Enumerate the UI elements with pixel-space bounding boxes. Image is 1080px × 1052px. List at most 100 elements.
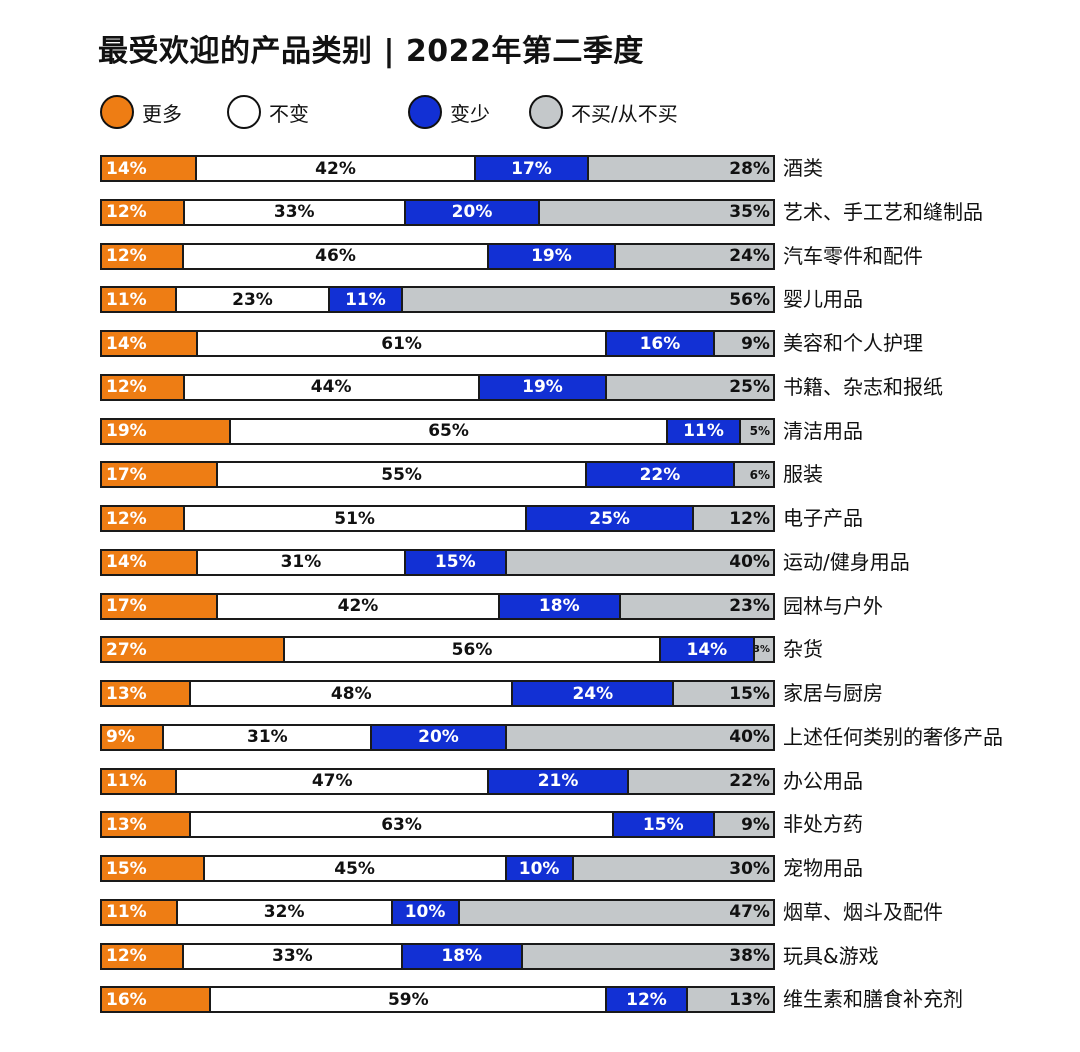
bar-segment-same: 65%: [229, 419, 666, 443]
stacked-bar: 11% 32% 10% 47%: [100, 898, 775, 926]
bar-segment-less: 15%: [403, 550, 505, 574]
bar-segment-none: 3%: [752, 638, 773, 662]
bar-segment-more: 12%: [102, 375, 183, 399]
legend-label: 不变: [269, 101, 309, 126]
bar-segment-none: 47%: [457, 900, 773, 924]
bar-segment-less: 19%: [487, 244, 614, 268]
chart-row: 12% 33% 20% 35% 艺术、手工艺和缝制品: [100, 198, 1060, 226]
bar-segment-less: 22%: [585, 463, 733, 487]
stacked-bar: 13% 48% 24% 15%: [100, 680, 775, 707]
chart-row: 11% 32% 10% 47% 烟草、烟斗及配件: [100, 898, 1060, 926]
bar-segment-same: 59%: [209, 988, 606, 1012]
category-label: 汽车零件和配件: [783, 243, 923, 268]
bar-segment-less: 11%: [665, 419, 740, 443]
bar-segment-none: 9%: [712, 332, 773, 355]
bar-segment-same: 51%: [182, 507, 525, 530]
stacked-bar: 14% 61% 16% 9%: [100, 330, 775, 357]
bar-segment-none: 9%: [712, 813, 773, 837]
chart-row: 11% 47% 21% 22% 办公用品: [100, 767, 1060, 795]
bar-segment-same: 63%: [189, 813, 612, 837]
chart-row: 12% 51% 25% 12% 电子产品: [100, 505, 1060, 532]
stacked-bar: 19% 65% 11% 5%: [100, 417, 775, 445]
bar-segment-same: 55%: [216, 463, 586, 487]
bar-segment-more: 13%: [102, 682, 190, 705]
bar-segment-more: 12%: [102, 244, 182, 268]
bar-segment-none: 24%: [613, 244, 773, 268]
legend-item-less: 变少: [408, 92, 490, 132]
chart-row: 12% 33% 18% 38% 玩具&游戏: [100, 942, 1060, 970]
chart-row: 17% 55% 22% 6% 服装: [100, 461, 1060, 489]
chart-row: 11% 23% 11% 56% 婴儿用品: [100, 286, 1060, 314]
bar-segment-less: 11%: [327, 288, 401, 312]
category-label: 上述任何类别的奢侈产品: [783, 724, 1003, 749]
bar-segment-less: 20%: [370, 725, 505, 749]
category-label: 服装: [783, 462, 823, 487]
bar-segment-same: 46%: [181, 244, 488, 268]
bar-segment-none: 12%: [692, 507, 773, 530]
stacked-bar: 12% 44% 19% 25%: [100, 373, 775, 401]
bar-segment-more: 12%: [102, 200, 183, 224]
chart-row: 9% 31% 20% 40% 上述任何类别的奢侈产品: [100, 723, 1060, 751]
category-label: 烟草、烟斗及配件: [783, 899, 943, 924]
bar-segment-none: 25%: [605, 375, 773, 399]
stacked-bar: 12% 51% 25% 12%: [100, 505, 775, 532]
stacked-bar: 12% 33% 20% 35%: [100, 198, 775, 226]
bar-segment-none: 28%: [586, 157, 773, 180]
bar-segment-more: 19%: [102, 419, 230, 443]
bar-segment-less: 18%: [400, 944, 521, 968]
chart-row: 16% 59% 12% 13% 维生素和膳食补充剂: [100, 986, 1060, 1014]
white-circle-icon: [227, 95, 261, 129]
bar-segment-more: 14%: [102, 157, 195, 180]
stacked-bar: 13% 63% 15% 9%: [100, 811, 775, 839]
stacked-bar: 9% 31% 20% 40%: [100, 723, 775, 751]
category-label: 玩具&游戏: [783, 943, 879, 968]
bar-segment-less: 15%: [611, 813, 713, 837]
chart-row: 12% 46% 19% 24% 汽车零件和配件: [100, 242, 1060, 270]
blue-circle-icon: [408, 95, 442, 129]
chart-title: 最受欢迎的产品类别 | 2022年第二季度: [98, 34, 644, 69]
category-label: 非处方药: [783, 812, 863, 837]
stacked-bar: 12% 33% 18% 38%: [100, 942, 775, 970]
stacked-bar: 14% 31% 15% 40%: [100, 548, 775, 576]
chart-row: 14% 31% 15% 40% 运动/健身用品: [100, 548, 1060, 576]
category-label: 家居与厨房: [783, 681, 883, 705]
legend-item-more: 更多: [100, 92, 182, 132]
legend-item-none: 不买/从不买: [529, 92, 678, 132]
bar-segment-less: 19%: [477, 375, 606, 399]
category-label: 酒类: [783, 156, 823, 180]
stacked-bar: 12% 46% 19% 24%: [100, 242, 775, 270]
bar-segment-less: 21%: [487, 769, 627, 793]
legend: 更多 不变 变少 不买/从不买: [100, 92, 800, 132]
bar-segment-more: 11%: [102, 769, 176, 793]
category-label: 电子产品: [783, 506, 863, 530]
bar-segment-more: 12%: [102, 507, 183, 530]
bar-segment-none: 56%: [400, 288, 773, 312]
bar-segment-same: 56%: [283, 638, 659, 662]
category-label: 书籍、杂志和报纸: [783, 374, 943, 399]
category-label: 维生素和膳食补充剂: [783, 987, 963, 1012]
bar-segment-same: 33%: [182, 200, 404, 224]
bar-segment-less: 24%: [511, 682, 673, 705]
bar-segment-none: 35%: [538, 200, 773, 224]
bar-segment-more: 15%: [102, 857, 203, 880]
bar-segment-none: 22%: [626, 769, 773, 793]
stacked-bar: 14% 42% 17% 28%: [100, 155, 775, 182]
bar-segment-none: 40%: [504, 725, 773, 749]
bar-segment-less: 14%: [658, 638, 753, 662]
legend-label: 变少: [450, 101, 490, 126]
category-label: 办公用品: [783, 768, 863, 793]
chart-row: 14% 42% 17% 28% 酒类: [100, 155, 1060, 182]
bar-segment-none: 38%: [520, 944, 773, 968]
bar-segment-same: 45%: [202, 857, 505, 880]
stacked-bar: 16% 59% 12% 13%: [100, 986, 775, 1014]
chart-row: 15% 45% 10% 30% 宠物用品: [100, 855, 1060, 882]
orange-circle-icon: [100, 95, 134, 129]
bar-segment-more: 13%: [102, 813, 190, 837]
bar-segment-more: 14%: [102, 332, 196, 355]
chart-row: 17% 42% 18% 23% 园林与户外: [100, 592, 1060, 620]
bar-segment-none: 6%: [732, 463, 773, 487]
gray-circle-icon: [529, 95, 563, 129]
bar-segment-less: 25%: [524, 507, 693, 530]
chart-row: 14% 61% 16% 9% 美容和个人护理: [100, 330, 1060, 357]
bar-segment-more: 12%: [102, 944, 182, 968]
